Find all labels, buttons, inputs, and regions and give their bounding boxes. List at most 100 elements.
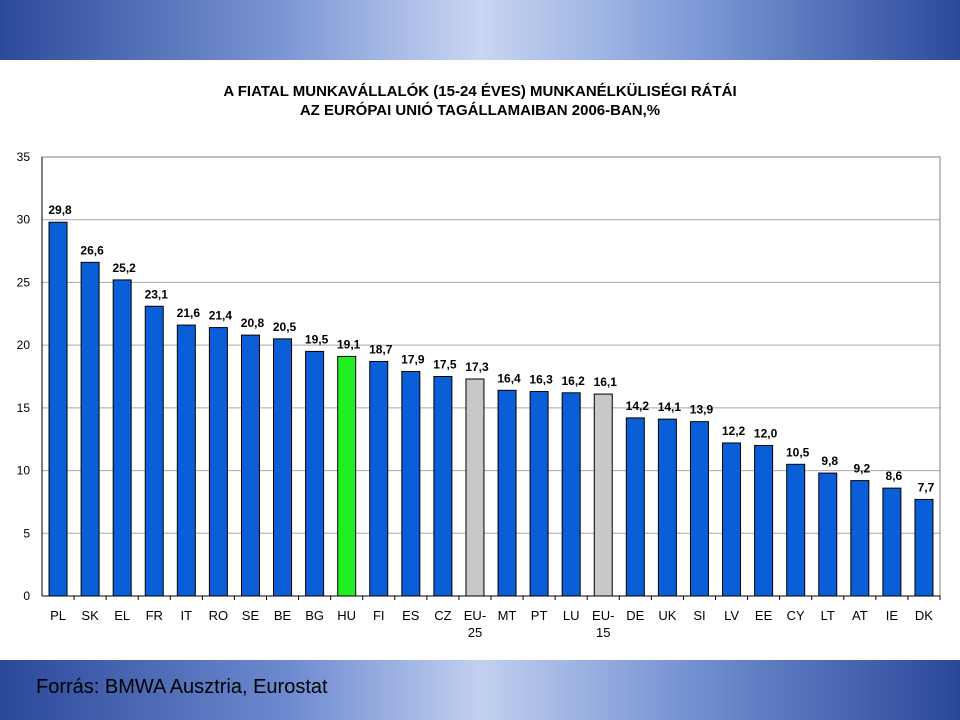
plot-area — [41, 156, 941, 597]
data-label: 23,1 — [145, 287, 169, 301]
bar-lt — [818, 472, 838, 597]
bar-bg — [305, 350, 325, 597]
x-tick-label: EU- — [592, 608, 614, 623]
bar-be — [273, 338, 293, 597]
x-tick-label: IE — [886, 608, 899, 623]
bar-uk — [657, 418, 677, 597]
data-label: 19,5 — [305, 332, 329, 346]
data-label: 17,9 — [401, 352, 425, 366]
x-tick-label: DK — [915, 608, 933, 623]
x-tick-label: PL — [50, 608, 66, 623]
x-tick-label: AT — [852, 608, 868, 623]
bar-se — [240, 334, 260, 597]
data-label: 20,8 — [241, 316, 265, 330]
data-label: 19,1 — [337, 337, 361, 351]
data-label: 29,8 — [48, 203, 72, 217]
data-label: 18,7 — [369, 342, 393, 356]
x-tick-label: EU- — [464, 608, 486, 623]
data-label: 9,8 — [821, 454, 838, 468]
bar-de — [625, 417, 645, 597]
x-tick-label: FR — [146, 608, 163, 623]
y-tick-label: 25 — [17, 275, 31, 289]
source-note: Forrás: BMWA Ausztria, Eurostat — [36, 676, 328, 698]
bar-fr — [144, 305, 164, 597]
data-label: 9,2 — [853, 462, 870, 476]
x-tick-label: MT — [498, 608, 517, 623]
x-tick-label: BE — [274, 608, 292, 623]
x-tick-label: RO — [209, 608, 229, 623]
x-tick-label: ES — [402, 608, 420, 623]
y-tick-label: 5 — [23, 526, 30, 540]
bar-lv — [722, 442, 742, 597]
bar-fi — [369, 360, 389, 597]
data-label: 16,1 — [594, 375, 618, 389]
data-label: 13,9 — [690, 403, 714, 417]
bar-pt — [529, 391, 549, 597]
x-tick-label: IT — [181, 608, 193, 623]
data-label: 17,3 — [465, 360, 489, 374]
x-tick-label: 15 — [596, 625, 610, 640]
x-tick-label: BG — [305, 608, 324, 623]
data-label: 21,6 — [177, 306, 201, 320]
x-tick-label: SK — [81, 608, 99, 623]
data-label: 20,5 — [273, 320, 297, 334]
y-tick-label: 15 — [17, 401, 31, 415]
bar-dk — [914, 498, 934, 597]
bar-ro — [208, 327, 228, 597]
x-tick-label: LT — [821, 608, 835, 623]
x-tick-label: 25 — [468, 625, 482, 640]
x-tick-label: SI — [693, 608, 705, 623]
y-tick-label: 35 — [17, 150, 31, 164]
chart-title-line-2: AZ EURÓPAI UNIÓ TAGÁLLAMAIBAN 2006-BAN,% — [299, 102, 661, 119]
y-tick-label: 30 — [17, 213, 31, 227]
y-tick-label: 0 — [23, 589, 30, 603]
bar-cy — [786, 463, 806, 597]
top-decor-band — [0, 0, 960, 60]
x-tick-label: HU — [337, 608, 356, 623]
data-label: 10,5 — [786, 445, 810, 459]
bar-el — [112, 279, 132, 597]
data-label: 21,4 — [209, 309, 233, 323]
bar-at — [850, 480, 870, 597]
x-tick-label: CZ — [434, 608, 451, 623]
data-label: 7,7 — [918, 480, 935, 494]
bar-pl — [48, 221, 68, 597]
data-label: 14,1 — [658, 400, 682, 414]
bar-mt — [497, 389, 517, 597]
bar-sk — [80, 261, 100, 597]
x-tick-label: EE — [755, 608, 773, 623]
x-tick-label: FI — [373, 608, 385, 623]
data-label: 26,6 — [80, 243, 104, 257]
bar-cz — [433, 376, 453, 597]
bar-ie — [882, 487, 902, 597]
chart-title-line-1: A FIATAL MUNKAVÁLLALÓK (15-24 ÉVES) MUNK… — [223, 83, 737, 100]
bar-eu-25 — [465, 378, 485, 597]
bar-ee — [754, 444, 774, 597]
y-tick-label: 10 — [17, 464, 31, 478]
x-tick-label: CY — [787, 608, 805, 623]
data-label: 8,6 — [886, 469, 903, 483]
bar-lu — [561, 392, 581, 597]
bar-it — [176, 324, 196, 597]
x-tick-label: UK — [658, 608, 676, 623]
bar-eu-15 — [593, 393, 613, 597]
bar-hu — [337, 355, 357, 597]
x-tick-label: LU — [563, 608, 580, 623]
data-label: 16,3 — [529, 373, 553, 387]
data-label: 25,2 — [112, 261, 136, 275]
chart-title: A FIATAL MUNKAVÁLLALÓK (15-24 ÉVES) MUNK… — [0, 82, 960, 120]
x-tick-label: DE — [626, 608, 644, 623]
data-label: 12,2 — [722, 424, 746, 438]
data-label: 16,2 — [561, 374, 585, 388]
data-label: 17,5 — [433, 358, 457, 372]
data-label: 14,2 — [626, 399, 650, 413]
x-tick-label: EL — [114, 608, 130, 623]
x-tick-label: LV — [724, 608, 739, 623]
data-label: 16,4 — [497, 371, 521, 385]
data-label: 12,0 — [754, 426, 778, 440]
y-tick-label: 20 — [17, 338, 31, 352]
x-tick-label: SE — [242, 608, 260, 623]
bottom-decor-band — [0, 660, 960, 720]
bar-si — [689, 421, 709, 597]
